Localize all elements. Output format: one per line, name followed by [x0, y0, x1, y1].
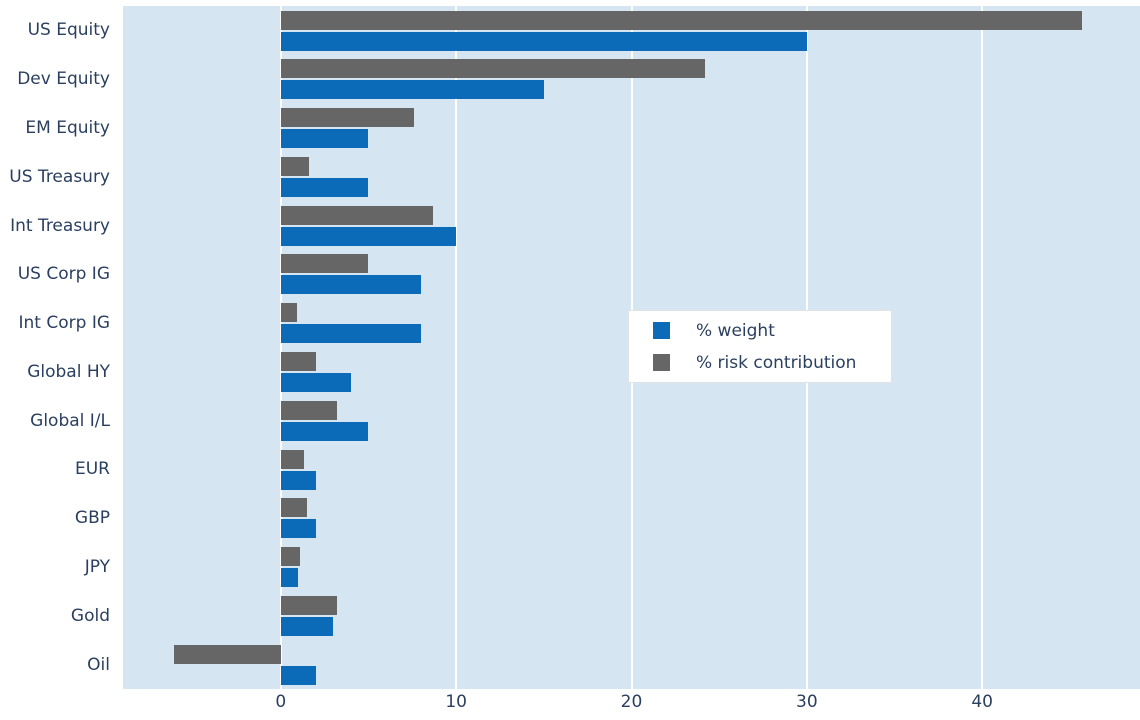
weight-bar — [280, 226, 457, 246]
y-tick-label: US Equity — [27, 20, 110, 41]
weight-bar — [280, 177, 369, 197]
category-row-gold — [123, 591, 1140, 640]
y-tick-label: Global I/L — [30, 410, 110, 431]
category-row-oil — [123, 640, 1140, 689]
weight-bar — [280, 616, 334, 636]
risk-bar — [280, 547, 301, 567]
legend-entry-weight: % weight — [653, 321, 871, 341]
y-tick-label: Oil — [87, 654, 110, 675]
gridline-10 — [455, 6, 458, 689]
category-row-global-hy — [123, 348, 1140, 397]
y-tick-label: JPY — [84, 557, 110, 578]
y-axis-labels: US Equity Dev Equity EM Equity US Treasury I… — [0, 6, 114, 689]
risk-bar — [280, 156, 309, 176]
category-row-jpy — [123, 543, 1140, 592]
plot-area: % weight % risk contribution — [123, 6, 1140, 689]
y-tick-label: GBP — [74, 508, 110, 529]
risk-bar — [280, 449, 304, 469]
category-row-eur — [123, 445, 1140, 494]
y-tick-label: EM Equity — [25, 117, 110, 138]
weight-bar — [280, 80, 544, 100]
weight-bar — [280, 31, 807, 51]
risk-bar — [280, 303, 297, 323]
risk-bar — [280, 595, 337, 615]
weight-bar — [280, 324, 422, 344]
x-tick-label: 10 — [445, 692, 467, 712]
y-tick-label: US Treasury — [9, 166, 110, 187]
weight-bar — [280, 373, 351, 392]
category-row-int-corp-ig — [123, 299, 1140, 348]
y-tick-label: US Corp IG — [17, 264, 110, 285]
weight-bar — [280, 568, 299, 588]
weight-swatch-icon — [653, 322, 670, 339]
y-tick-label: Int Treasury — [10, 215, 110, 236]
category-row-dev-equity — [123, 55, 1140, 104]
category-row-us-equity — [123, 6, 1140, 55]
risk-bar — [280, 254, 369, 274]
legend-label-risk: % risk contribution — [696, 352, 857, 373]
y-tick-label: Int Corp IG — [18, 313, 111, 334]
category-row-global-i-l — [123, 396, 1140, 445]
x-tick-label: 40 — [971, 692, 994, 712]
risk-bar — [280, 352, 316, 371]
x-tick-label: 30 — [796, 692, 818, 712]
legend-entry-risk: % risk contribution — [653, 353, 871, 373]
risk-bar — [280, 205, 434, 225]
risk-swatch-icon — [653, 354, 670, 371]
legend: % weight % risk contribution — [628, 310, 892, 383]
risk-bar — [173, 644, 281, 664]
weight-bar — [280, 470, 316, 490]
risk-bar — [280, 108, 415, 128]
legend-label-weight: % weight — [696, 320, 775, 341]
weight-bar — [280, 665, 316, 685]
category-row-int-treasury — [123, 201, 1140, 250]
risk-bar — [280, 498, 308, 518]
risk-bar — [280, 400, 337, 420]
gridline-40 — [981, 6, 984, 689]
weight-bar — [280, 129, 369, 149]
category-row-us-corp-ig — [123, 250, 1140, 299]
category-row-us-treasury — [123, 152, 1140, 201]
weight-bar — [280, 421, 369, 441]
weight-bar — [280, 519, 316, 539]
weight-bar — [280, 275, 422, 295]
x-tick-label: 0 — [275, 692, 287, 712]
y-tick-label: Dev Equity — [17, 69, 110, 90]
y-tick-label: Global HY — [27, 361, 110, 382]
y-tick-label: EUR — [75, 459, 110, 480]
y-tick-label: Gold — [70, 605, 110, 626]
x-tick-label: 20 — [620, 692, 643, 712]
category-row-em-equity — [123, 104, 1140, 153]
x-axis-ticks: 0 10 20 30 40 — [123, 690, 1140, 716]
risk-bar — [280, 59, 706, 79]
category-row-gbp — [123, 494, 1140, 543]
risk-bar — [280, 10, 1083, 30]
gridline-0 — [279, 6, 282, 689]
